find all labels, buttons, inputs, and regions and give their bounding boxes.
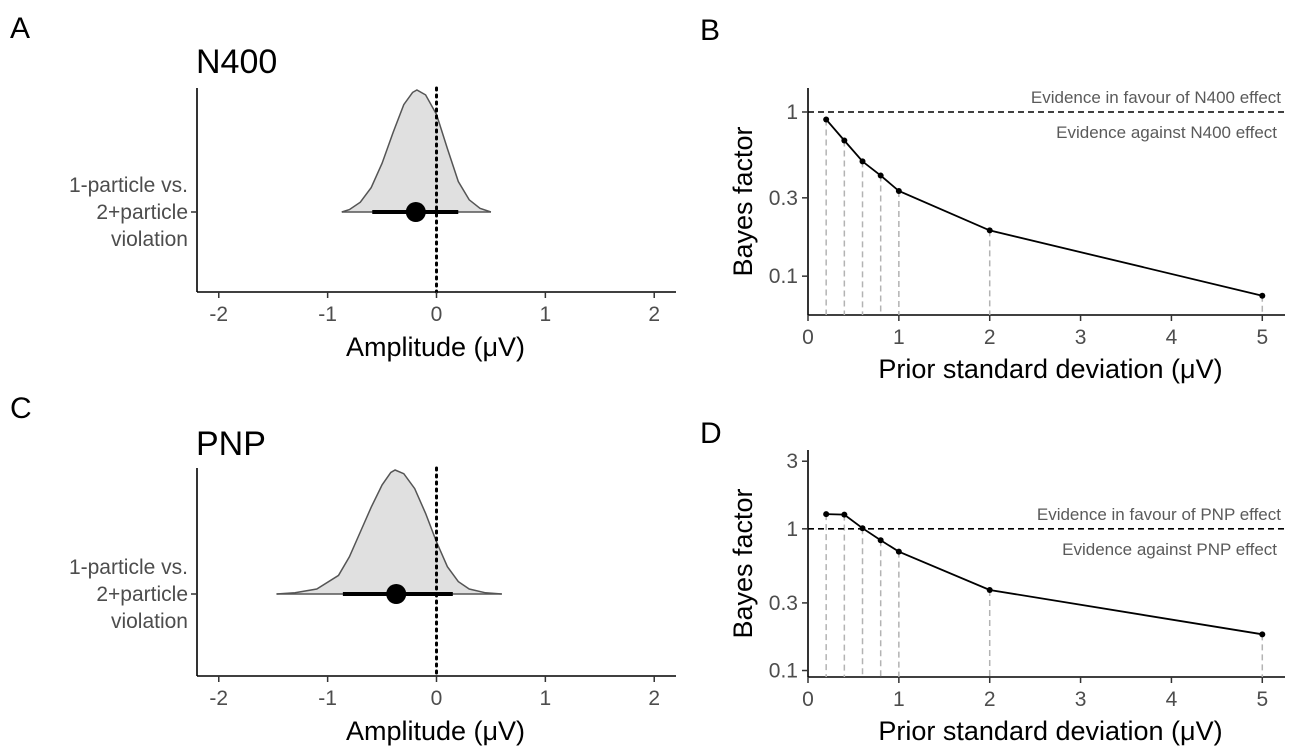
category-label: violation — [111, 610, 188, 633]
y-tick-label: 0.1 — [769, 265, 798, 288]
data-point — [895, 548, 902, 555]
x-tick-label: 1 — [540, 303, 552, 326]
x-tick-label: 2 — [648, 687, 660, 710]
y-tick-label: 0.3 — [769, 592, 798, 615]
point-estimate — [405, 202, 426, 222]
category-label: 2+particle — [96, 201, 188, 224]
data-point — [823, 116, 830, 123]
data-point — [877, 537, 884, 544]
data-point — [895, 188, 902, 195]
density-outline — [276, 469, 502, 595]
data-point — [841, 137, 848, 144]
data-point — [986, 587, 993, 594]
x-tick-label: -2 — [209, 303, 228, 326]
panel-letter: B — [700, 14, 720, 47]
x-tick-label: 1 — [893, 688, 905, 711]
bayes-factor-line — [825, 118, 1263, 297]
annotation-favour: Evidence in favour of N400 effect — [1031, 88, 1281, 107]
plot-title: PNP — [196, 425, 266, 463]
x-tick-label: 2 — [648, 303, 660, 326]
panel-letter: D — [700, 417, 722, 450]
x-tick-label: -2 — [209, 687, 228, 710]
annotation-against: Evidence against N400 effect — [1056, 123, 1277, 142]
category-label: 2+particle — [96, 583, 188, 606]
data-point — [859, 525, 866, 532]
data-point — [1259, 292, 1266, 299]
data-point — [859, 158, 866, 165]
panel-a: A N400 1-particle vs. 2+particle violation -2… — [10, 12, 676, 362]
category-label: violation — [111, 228, 188, 251]
x-tick-label: 5 — [1256, 326, 1268, 349]
x-tick-label: 1 — [893, 326, 905, 349]
panel-letter: C — [10, 392, 32, 425]
x-tick-label: 0 — [802, 688, 814, 711]
density-fill — [341, 90, 491, 212]
y-tick-label: 0.3 — [769, 187, 798, 210]
data-point — [877, 172, 884, 179]
y-tick-label: 1 — [786, 101, 798, 124]
x-axis-title: Amplitude (μV) — [346, 332, 525, 362]
x-tick-label: 5 — [1256, 688, 1268, 711]
point-estimate — [386, 584, 407, 604]
x-axis-title: Prior standard deviation (μV) — [878, 354, 1222, 384]
x-tick-label: 1 — [540, 687, 552, 710]
x-tick-label: 0 — [802, 326, 814, 349]
y-tick-label: 0.1 — [769, 660, 798, 683]
x-axis-title: Amplitude (μV) — [346, 716, 525, 746]
annotation-favour: Evidence in favour of PNP effect — [1037, 505, 1281, 524]
x-tick-label: 0 — [431, 303, 443, 326]
data-point — [1259, 631, 1266, 638]
x-tick-label: -1 — [318, 687, 337, 710]
x-tick-label: 2 — [984, 326, 996, 349]
data-point — [841, 511, 848, 518]
panel-letter: A — [10, 12, 30, 45]
density-outline — [341, 89, 492, 213]
density-fill — [276, 470, 502, 594]
plot-title: N400 — [196, 43, 277, 81]
x-tick-label: 4 — [1166, 326, 1178, 349]
annotation-against: Evidence against PNP effect — [1062, 540, 1277, 559]
x-tick-label: 2 — [984, 688, 996, 711]
panel-d: D 0.1 0.3 1 3 0 1 2 3 4 5 Evidence in favour of PNP… — [700, 417, 1285, 746]
x-tick-label: 3 — [1075, 326, 1087, 349]
data-point — [823, 511, 830, 518]
data-point — [986, 227, 993, 234]
bayes-factor-line — [826, 513, 1263, 636]
x-tick-label: 0 — [431, 687, 443, 710]
category-label: 1-particle vs. — [69, 174, 188, 197]
x-tick-label: 3 — [1075, 688, 1087, 711]
panel-c: C PNP 1-particle vs. 2+particle violation -2 -… — [10, 392, 676, 746]
y-axis-title: Bayes factor — [728, 126, 758, 276]
x-axis-title: Prior standard deviation (μV) — [878, 716, 1222, 746]
x-tick-label: 4 — [1166, 688, 1178, 711]
y-tick-label: 1 — [786, 518, 798, 541]
category-label: 1-particle vs. — [69, 556, 188, 579]
y-tick-label: 3 — [786, 450, 798, 473]
y-axis-title: Bayes factor — [728, 488, 758, 638]
panel-b: B 0.1 0.3 1 0 1 2 3 4 5 Evidence in favour of N400… — [700, 14, 1285, 384]
x-tick-label: -1 — [318, 303, 337, 326]
